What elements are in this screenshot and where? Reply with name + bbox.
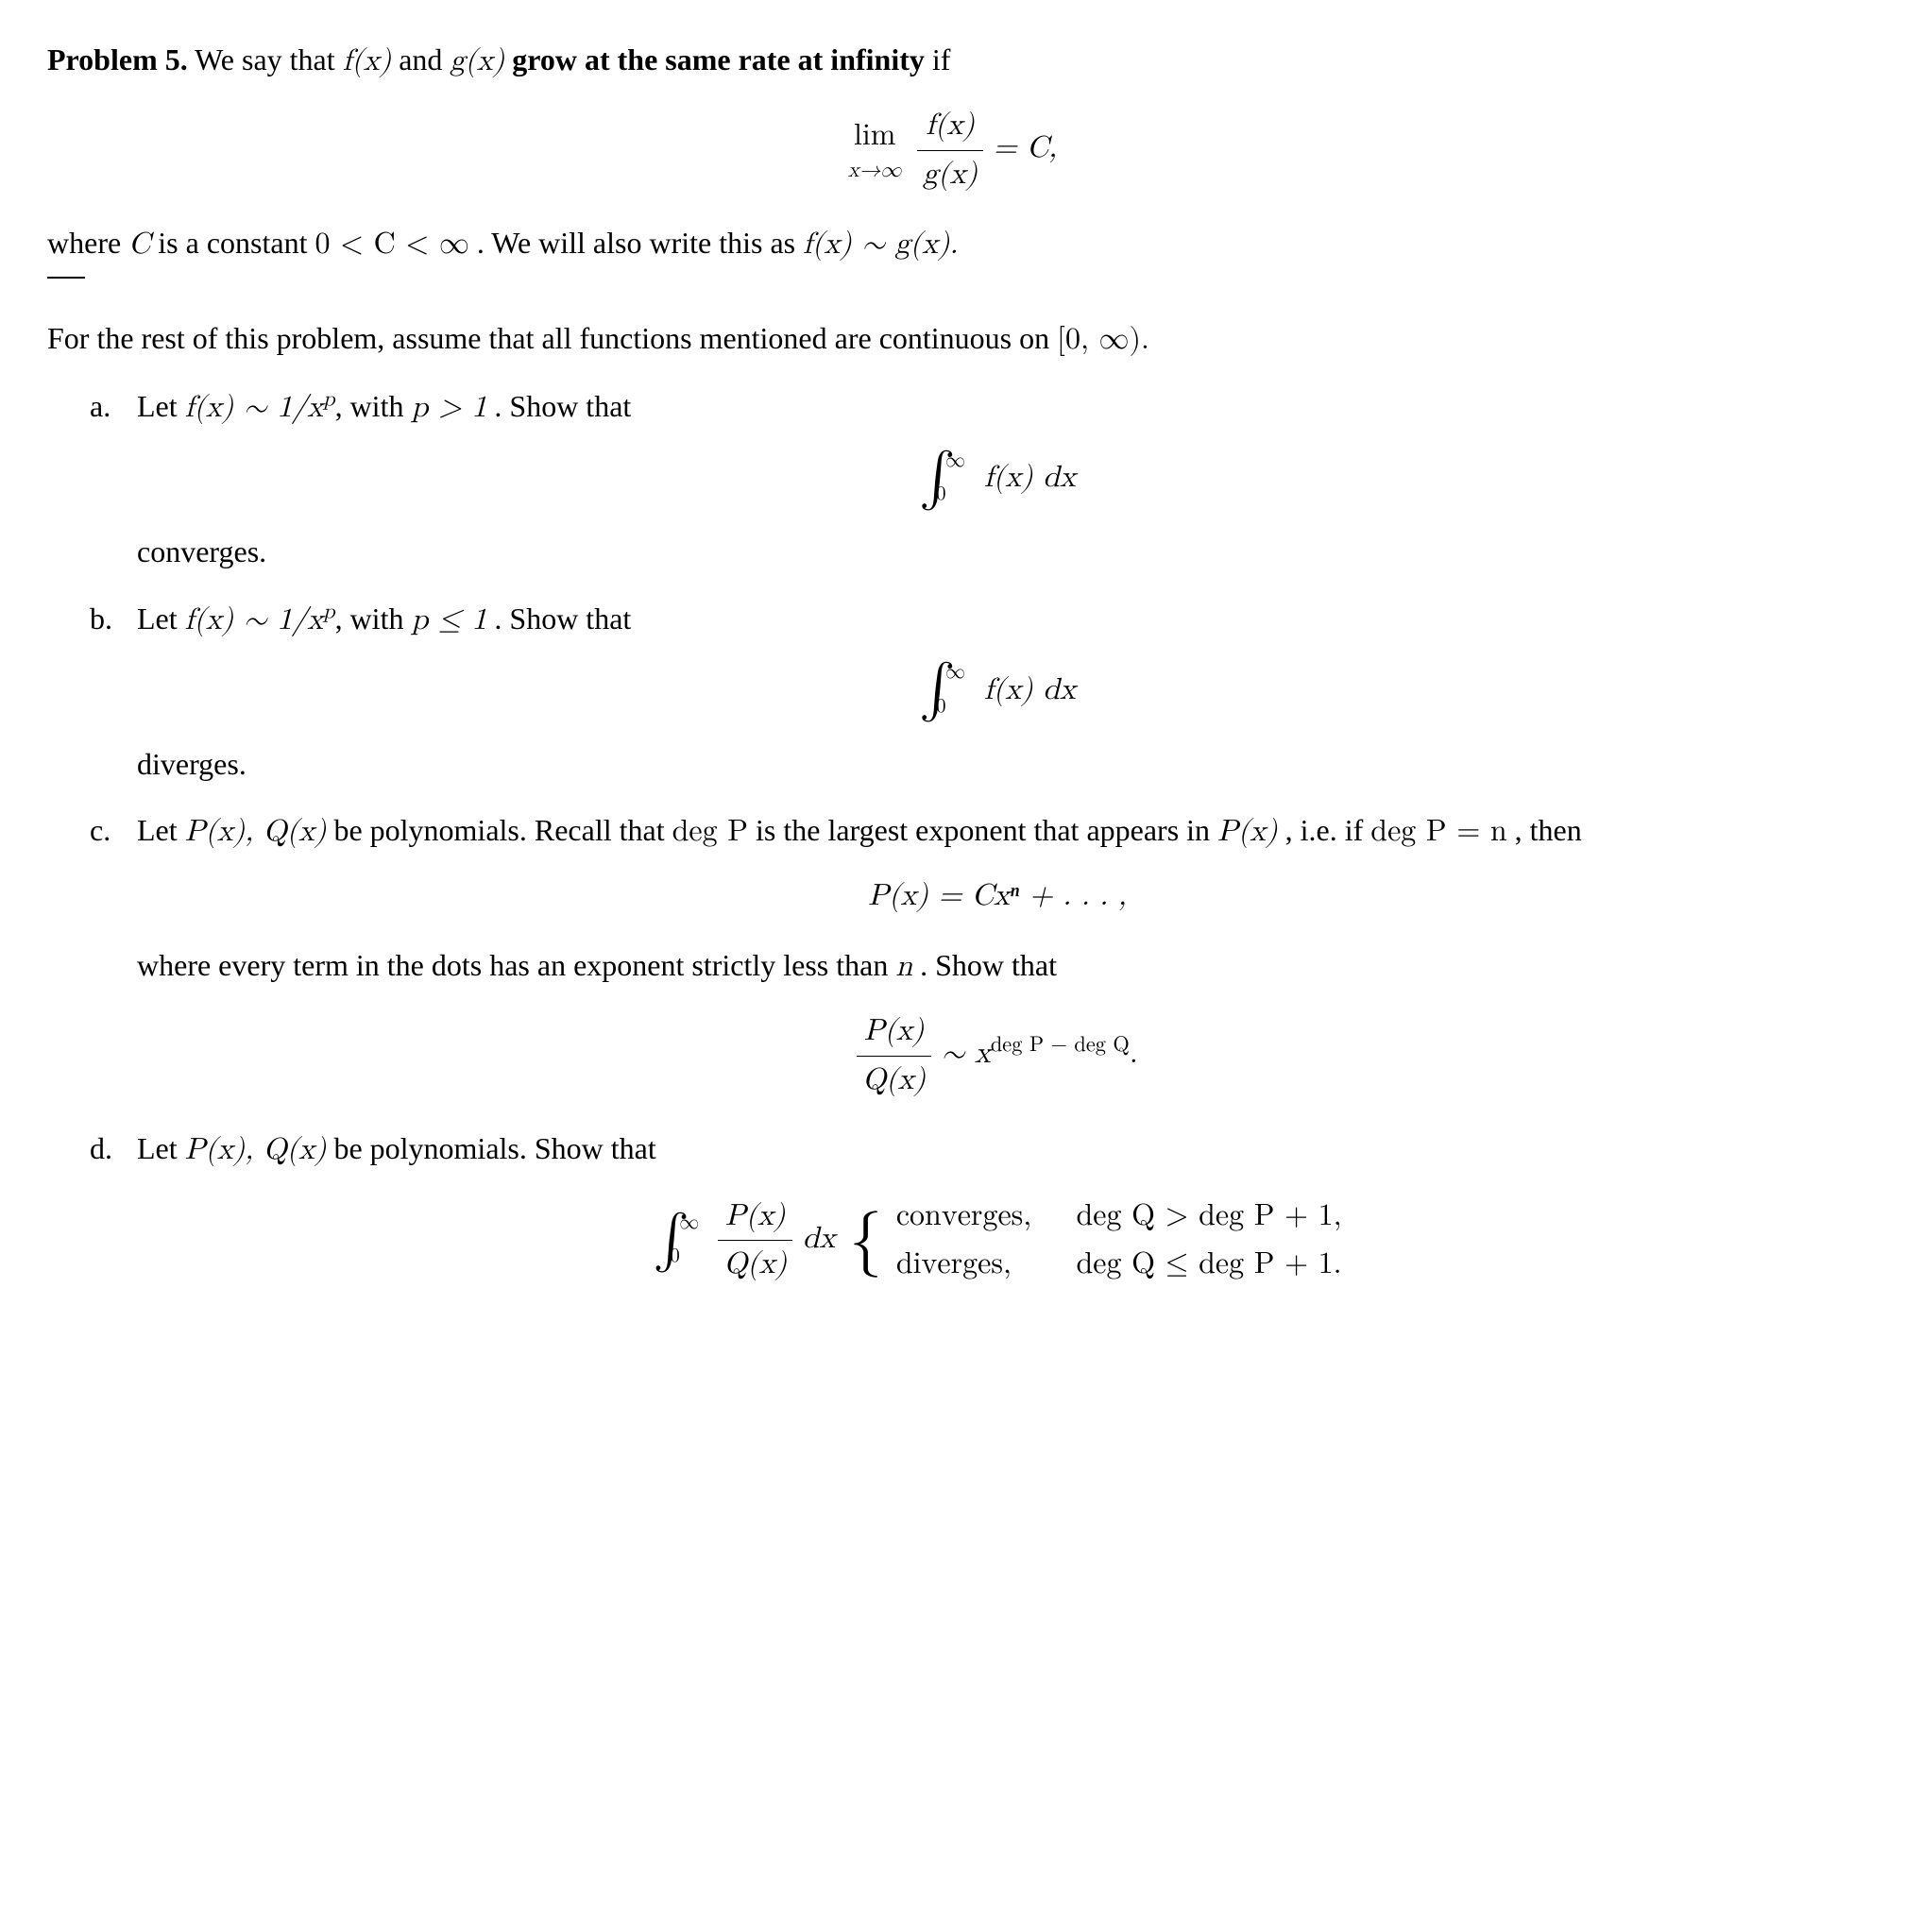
part-b: b. Let f(x) ∼ 1/xp, with p ≤ 1 . Show th… xyxy=(90,597,1858,786)
part-c-degeq: deg P = n xyxy=(1370,817,1506,847)
where-ineq: 0 < C < ∞ xyxy=(315,229,468,260)
problem-header: Problem 5. We say that f(x) and g(x) gro… xyxy=(47,38,1858,83)
part-a: a. Let f(x) ∼ 1/xp, with p > 1 . Show th… xyxy=(90,384,1858,573)
int-b-sub: 0 xyxy=(936,693,945,721)
case2-result: diverges, xyxy=(896,1243,1066,1286)
case1-cond: deg Q > deg P + 1, xyxy=(1076,1201,1341,1231)
where-t1: where xyxy=(47,226,128,260)
part-a-t3: . Show that xyxy=(494,389,631,423)
part-b-result: diverges. xyxy=(137,742,1858,786)
part-c-t5: , then xyxy=(1515,813,1582,847)
for-rest-paragraph: For the rest of this problem, assume tha… xyxy=(47,316,1858,362)
part-d-integral: ∫ ∞ 0 P(x) Q(x) dx { converges, deg Q > … xyxy=(137,1193,1858,1288)
part-d-den: Q(x) xyxy=(718,1241,792,1286)
for-rest-text: For the rest of this problem, assume tha… xyxy=(47,321,1057,355)
part-d-dx: dx xyxy=(803,1224,845,1254)
int-b-sup: ∞ xyxy=(945,659,965,687)
cases-block: converges, deg Q > deg P + 1, diverges, … xyxy=(896,1193,1342,1288)
part-c-fraction: P(x) Q(x) ∼ xdeg P − deg Q. xyxy=(137,1009,1858,1102)
int-d-sup: ∞ xyxy=(679,1210,699,1238)
where-rel: f(x) ∼ g(x). xyxy=(803,229,958,260)
int-d-sub: 0 xyxy=(670,1243,679,1271)
int-a-sup: ∞ xyxy=(945,448,965,476)
limit-operator: lim x→∞ xyxy=(848,114,902,187)
part-c-den: Q(x) xyxy=(857,1057,931,1102)
intro-g: g(x) xyxy=(450,46,504,76)
part-d-polys: P(x), Q(x) xyxy=(185,1135,327,1165)
part-c-frac: P(x) Q(x) xyxy=(857,1009,931,1102)
part-c-n: n xyxy=(895,952,912,982)
limit-eq: = C, xyxy=(994,133,1058,163)
part-a-result: converges. xyxy=(137,530,1858,573)
part-a-rel: f(x) ∼ 1/x xyxy=(185,393,323,423)
part-c-sim: ∼ x xyxy=(942,1039,991,1069)
integral-sign-d: ∫ ∞ 0 xyxy=(653,1213,689,1268)
part-d-t2: be polynomials. Show that xyxy=(333,1131,655,1165)
where-t2: is a constant xyxy=(158,226,315,260)
cases-brace-icon: { xyxy=(849,1208,882,1274)
part-a-exp: p xyxy=(323,390,334,411)
part-b-cond: p ≤ 1 xyxy=(411,605,486,636)
sub-parts-list: a. Let f(x) ∼ 1/xp, with p > 1 . Show th… xyxy=(90,384,1858,1288)
part-c-sim-exp: deg P − deg Q xyxy=(991,1035,1130,1056)
part-b-t3: . Show that xyxy=(494,602,631,636)
underline-divider xyxy=(47,277,85,279)
part-b-rel: f(x) ∼ 1/x xyxy=(185,605,323,636)
part-c-t4: , i.e. if xyxy=(1285,813,1371,847)
limit-display: lim x→∞ f(x) g(x) = C, xyxy=(47,104,1858,196)
intro-text: We say that xyxy=(195,42,342,76)
part-c-label: c. xyxy=(90,808,111,852)
part-b-t2: , with xyxy=(335,602,412,636)
intro-if: if xyxy=(932,42,951,76)
part-c-where: where every term in the dots has an expo… xyxy=(137,943,1858,989)
part-c-where-2: . Show that xyxy=(920,948,1057,982)
part-c-polys: P(x), Q(x) xyxy=(185,817,327,847)
limit-den: g(x) xyxy=(917,151,983,196)
intro-f: f(x) xyxy=(343,46,392,76)
part-d-t1: Let xyxy=(137,1131,185,1165)
part-d-frac: P(x) Q(x) xyxy=(718,1195,792,1287)
part-b-label: b. xyxy=(90,597,112,640)
lim-word: lim xyxy=(848,114,902,158)
part-c-t3: is the largest exponent that appears in xyxy=(756,813,1217,847)
integral-sign-a: ∫ ∞ 0 xyxy=(919,451,955,506)
part-d-num: P(x) xyxy=(718,1195,792,1241)
part-d: d. Let P(x), Q(x) be polynomials. Show t… xyxy=(90,1127,1858,1288)
where-C: C xyxy=(128,229,150,260)
part-c-t2: be polynomials. Recall that xyxy=(333,813,672,847)
part-c-where-1: where every term in the dots has an expo… xyxy=(137,948,895,982)
bold-grow: grow at the same rate at infinity xyxy=(512,42,932,76)
case2-cond: deg Q ≤ deg P + 1. xyxy=(1076,1249,1341,1280)
intro-and: and xyxy=(399,42,450,76)
int-b-body: f(x) dx xyxy=(984,675,1076,705)
problem-number: Problem 5. xyxy=(47,42,188,76)
part-d-label: d. xyxy=(90,1127,112,1170)
int-a-sub: 0 xyxy=(936,481,945,509)
part-b-integral: ∫ ∞ 0 f(x) dx xyxy=(137,663,1858,718)
integral-sign-b: ∫ ∞ 0 xyxy=(919,663,955,718)
part-c-degP: deg P xyxy=(672,817,748,847)
where-clause: where C is a constant 0 < C < ∞ . We wil… xyxy=(47,221,1858,266)
part-c: c. Let P(x), Q(x) be polynomials. Recall… xyxy=(90,808,1858,1102)
part-a-cond: p > 1 xyxy=(411,393,486,423)
part-a-label: a. xyxy=(90,384,111,428)
part-a-integral: ∫ ∞ 0 f(x) dx xyxy=(137,451,1858,506)
lim-sub: x→∞ xyxy=(848,156,902,186)
part-c-Px: P(x) xyxy=(1217,817,1278,847)
part-c-t1: Let xyxy=(137,813,185,847)
int-a-body: f(x) dx xyxy=(984,463,1076,493)
limit-fraction: f(x) g(x) xyxy=(917,104,983,196)
part-b-exp: p xyxy=(323,602,334,622)
interval: [0, ∞). xyxy=(1057,325,1149,355)
part-c-num: P(x) xyxy=(857,1009,931,1056)
part-a-t2: , with xyxy=(335,389,412,423)
part-c-poly-expand: P(x) = Cxⁿ + . . . , xyxy=(137,874,1858,918)
part-b-t1: Let xyxy=(137,602,185,636)
where-t3: . We will also write this as xyxy=(477,226,803,260)
part-c-period: . xyxy=(1130,1039,1138,1069)
case1-result: converges, xyxy=(896,1195,1066,1238)
limit-num: f(x) xyxy=(917,104,983,150)
part-a-t1: Let xyxy=(137,389,185,423)
